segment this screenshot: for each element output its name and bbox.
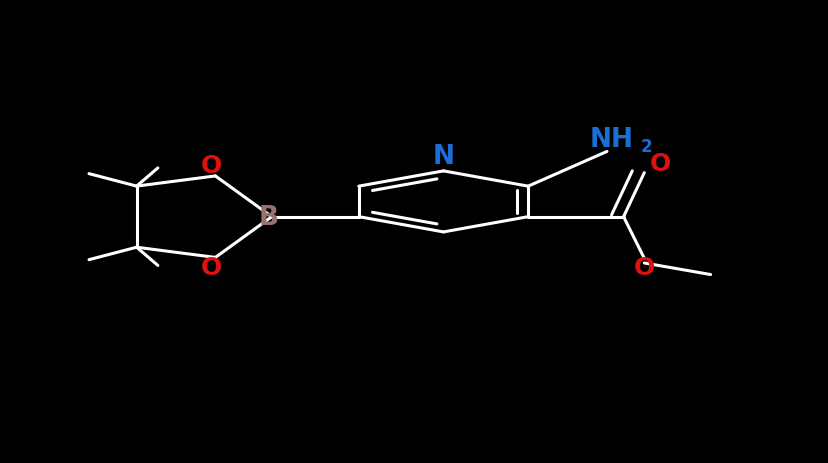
Text: NH: NH [589,127,633,153]
Text: 2: 2 [640,138,652,156]
Text: O: O [200,256,222,280]
Text: B: B [258,205,278,231]
Text: O: O [200,154,222,178]
Text: O: O [633,256,654,280]
Text: N: N [432,144,454,170]
Text: O: O [649,152,671,176]
